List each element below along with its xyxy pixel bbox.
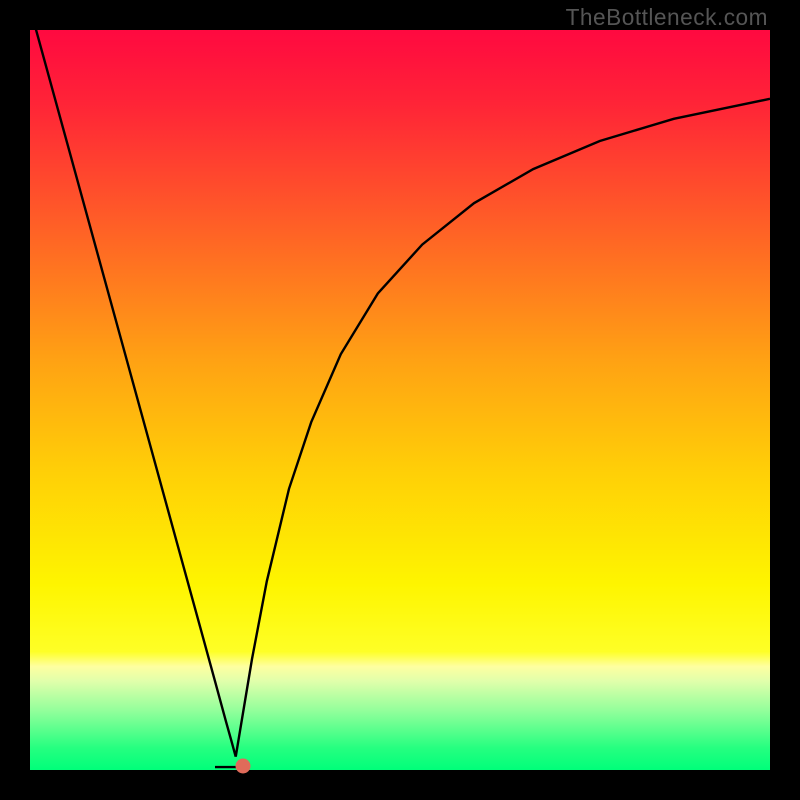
curve-right-branch: [236, 99, 770, 757]
watermark-label: TheBottleneck.com: [566, 4, 768, 31]
chart-frame: TheBottleneck.com: [0, 0, 800, 800]
curve-layer: [30, 30, 770, 770]
curve-left-branch: [30, 30, 236, 757]
minimum-marker: [236, 758, 251, 773]
plot-area: [30, 30, 770, 770]
